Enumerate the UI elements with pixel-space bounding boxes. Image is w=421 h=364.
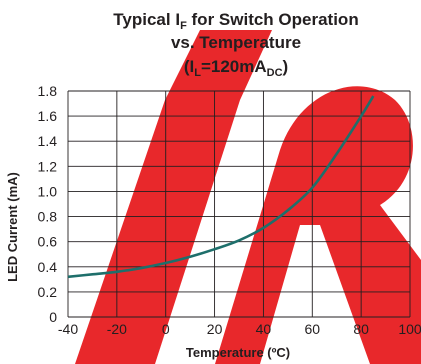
chart-title-line3: (IL=120mADC) xyxy=(184,57,288,79)
series-line xyxy=(67,95,375,279)
x-tick-label: -20 xyxy=(107,321,127,337)
y-tick-label: 0.2 xyxy=(38,284,58,300)
watermark-stroke-bridge xyxy=(165,30,272,100)
watermark-letter-r xyxy=(215,86,421,364)
y-tick-label: 0.8 xyxy=(38,209,58,225)
y-tick-label: 1.4 xyxy=(38,133,58,149)
x-axis-label: Temperature (ºC) xyxy=(186,345,290,360)
y-tick-label: 0 xyxy=(49,309,57,325)
x-tick-label: -40 xyxy=(58,321,78,337)
tick-labels: -40 -20 0 20 40 60 80 100 0 0.2 0.4 0.6 0.8 1.0 1.2 1.4… xyxy=(38,83,421,337)
x-tick-label: 80 xyxy=(353,321,369,337)
y-tick-label: 1.2 xyxy=(38,158,58,174)
chart-title-line1: Typical IF for Switch Operation xyxy=(113,10,358,32)
y-tick-label: 0.4 xyxy=(38,259,58,275)
x-tick-label: 0 xyxy=(162,321,170,337)
y-axis-label: LED Current (mA) xyxy=(5,172,20,282)
x-tick-label: 100 xyxy=(398,321,421,337)
chart-title-line2: vs. Temperature xyxy=(171,33,301,52)
y-tick-label: 1.8 xyxy=(38,83,58,99)
x-tick-label: 20 xyxy=(207,321,223,337)
x-tick-label: 60 xyxy=(304,321,320,337)
series-lines xyxy=(67,95,375,279)
grid xyxy=(67,90,411,318)
y-tick-label: 0.6 xyxy=(38,234,58,250)
watermark-logo xyxy=(75,30,421,364)
x-tick-label: 40 xyxy=(256,321,272,337)
y-tick-label: 1.6 xyxy=(38,108,58,124)
y-tick-label: 1.0 xyxy=(38,183,58,199)
